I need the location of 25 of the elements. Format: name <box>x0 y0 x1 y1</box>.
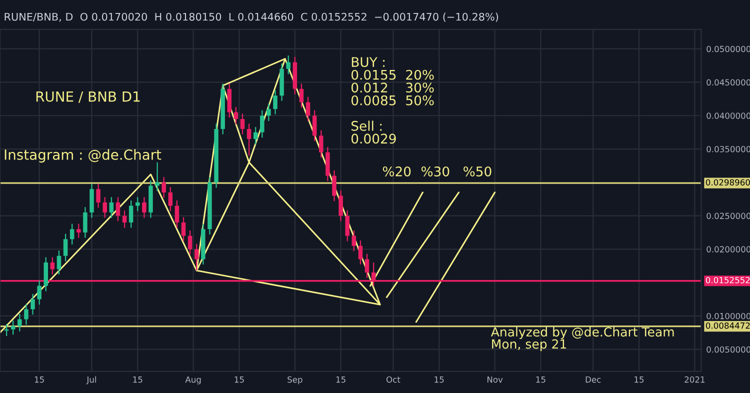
x-tick-label: 2021 <box>684 376 705 383</box>
x-tick-label: Oct <box>386 376 400 383</box>
annotation: %50 <box>464 166 492 176</box>
x-tick-label: Nov <box>487 376 503 383</box>
x-tick-label: Jul <box>86 376 96 384</box>
x-tick-label: 15 <box>234 376 244 383</box>
annotation: Instagram : @de.Chart <box>4 149 162 163</box>
x-tick-label: 15 <box>336 376 346 383</box>
annotation: Analyzed by @de.Chart Team Mon, sep 21 <box>490 326 674 352</box>
x-tick-label: 15 <box>34 376 44 383</box>
ref-line-label: 0.0298960 <box>706 179 750 186</box>
annotation: %20 <box>382 166 411 176</box>
x-tick-label: 15 <box>133 376 142 383</box>
x-tick-label: Dec <box>586 376 601 383</box>
annotation: %30 <box>421 166 450 176</box>
chart-subtitle: RUNE/BNB, D O 0.0170020 H 0.0180150 L 0.0144660 C 0.0152552 −0.0017470 (−10.28%) <box>4 12 498 22</box>
annotation: BUY : 0.0155 20% 0.012 30% 0.0085 50% Sell : 0.0029 <box>351 57 434 144</box>
annotation: RUNE / BNB D1 <box>36 91 140 103</box>
x-tick-label: Aug <box>185 376 201 384</box>
ref-line-label: 0.0084472 <box>706 322 750 329</box>
x-tick-label: 15 <box>434 376 444 383</box>
x-tick-label: Sep <box>288 376 302 384</box>
ref-line-label: 0.0152552 <box>706 276 750 284</box>
x-tick-label: 15 <box>634 376 644 383</box>
x-tick-label: 15 <box>536 376 546 383</box>
